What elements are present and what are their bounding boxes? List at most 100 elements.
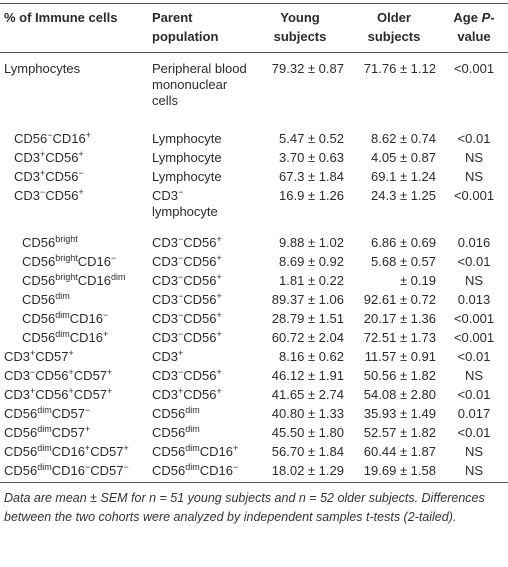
young-value: 9.88 ± 1.02 — [279, 235, 344, 250]
cell-type: CD56dim — [0, 291, 148, 310]
superscript: + — [178, 386, 184, 396]
older-value: 71.76 ± 1.12 — [363, 61, 436, 76]
superscript: + — [85, 129, 92, 140]
header-row: % of Immune cells Parent population Young … — [0, 3, 508, 53]
parent-population: CD3−CD56+ — [148, 272, 252, 291]
older-value: 52.57 ± 1.82 — [363, 425, 436, 440]
text-segment: CD56 — [45, 149, 79, 165]
text-segment: CD3 — [152, 235, 179, 250]
text-segment: CD56 — [45, 187, 79, 203]
p-value: <0.001 — [453, 187, 495, 203]
cell-type: CD56dimCD16+ — [0, 329, 148, 348]
older-value: 4.05 ± 0.87 — [371, 149, 436, 165]
superscript: − — [178, 367, 184, 377]
superscript: + — [103, 329, 109, 339]
cell-type: CD3−CD56+ — [0, 186, 148, 234]
superscript: bright — [55, 272, 78, 282]
text-segment: CD56 — [183, 254, 217, 269]
superscript: − — [178, 186, 184, 197]
cell-type: CD56dimCD57+ — [0, 424, 148, 443]
text-segment: Lymphocyte — [152, 168, 222, 184]
parent-population: Lymphocyte — [148, 167, 252, 186]
superscript: + — [78, 186, 84, 197]
young-value: 41.65 ± 2.74 — [271, 387, 344, 402]
superscript: dim — [185, 462, 200, 472]
text-segment: CD16 — [52, 130, 86, 146]
superscript: + — [123, 443, 129, 453]
superscript: + — [216, 386, 222, 396]
superscript: − — [47, 129, 53, 140]
superscript: + — [85, 443, 91, 453]
table-row: CD56dimCD16+CD57+ CD56dimCD16+ 56.70 ± 1.8… — [0, 443, 508, 462]
superscript: + — [216, 310, 222, 320]
superscript: + — [40, 167, 46, 178]
text-segment: CD56 — [4, 406, 38, 421]
footnote: Data are mean ± SEM for n = 51 young sub… — [4, 491, 485, 524]
superscript: − — [85, 462, 91, 472]
young-value: 8.16 ± 0.62 — [279, 349, 344, 364]
p-value: NS — [464, 149, 484, 165]
text-segment: CD56 — [22, 273, 56, 288]
p-value: 0.013 — [457, 292, 491, 307]
text-segment: CD3 — [152, 273, 179, 288]
text-segment: CD56 — [35, 387, 69, 402]
young-value: 46.12 ± 1.91 — [271, 368, 344, 383]
table-row: Lymphocytes Peripheral blood mononuclear … — [0, 53, 508, 130]
cell-type: CD56−CD16+ — [0, 129, 148, 148]
text-segment: CD3 — [152, 292, 179, 307]
text-segment: CD57 — [51, 425, 86, 440]
text-segment: CD3 — [152, 387, 179, 402]
cell-type: CD3−CD56+CD57+ — [0, 367, 148, 386]
text-segment: CD3 — [4, 368, 31, 383]
parent-population: CD56dim — [148, 405, 252, 424]
text-segment: CD56 — [183, 235, 217, 250]
text-segment: CD56 — [4, 444, 38, 459]
superscript: + — [40, 148, 46, 159]
text-segment: CD16 — [69, 311, 104, 326]
text-segment: CD56 — [152, 444, 186, 459]
older-value: 11.57 ± 0.91 — [364, 349, 436, 364]
older-value: 6.86 ± 0.69 — [371, 235, 436, 250]
young-value: 5.47 ± 0.52 — [279, 130, 344, 146]
superscript: dim — [37, 462, 52, 472]
p-value: <0.01 — [457, 349, 491, 364]
parent-population: CD56dimCD16+ — [148, 443, 252, 462]
superscript: − — [178, 234, 184, 244]
superscript: − — [178, 272, 184, 282]
p-value: NS — [464, 368, 484, 383]
text-segment: Lymphocyte — [152, 130, 222, 146]
young-value: 18.02 ± 1.29 — [252, 461, 348, 483]
superscript: + — [30, 348, 36, 358]
text-segment: Peripheral blood mononuclear cells — [152, 61, 247, 108]
older-value: 69.1 ± 1.24 — [371, 168, 436, 184]
table-body: Lymphocytes Peripheral blood mononuclear … — [0, 53, 508, 483]
superscript: dim — [185, 405, 200, 415]
data-table: % of Immune cells Parent population Young … — [0, 3, 508, 483]
cell-type: CD3+CD56+CD57+ — [0, 386, 148, 405]
young-value: 60.72 ± 2.04 — [271, 330, 344, 345]
p-value: NS — [464, 444, 484, 459]
text-segment: CD56 — [45, 168, 79, 184]
superscript: − — [178, 329, 184, 339]
table-row: CD3−CD56+ CD3− lymphocyte 16.9 ± 1.26 24.3 … — [0, 186, 508, 234]
table-row: CD3−CD56+CD57+ CD3−CD56+ 46.12 ± 1.91 50.56… — [0, 367, 508, 386]
superscript: dim — [185, 443, 200, 453]
superscript: + — [216, 367, 222, 377]
text-segment: CD16 — [199, 463, 234, 478]
text-segment: CD3 — [152, 368, 179, 383]
text-segment: CD56 — [152, 463, 186, 478]
superscript: + — [233, 443, 239, 453]
superscript: dim — [37, 405, 52, 415]
text-segment: CD56 — [183, 368, 217, 383]
superscript: + — [178, 348, 184, 358]
superscript: + — [30, 386, 36, 396]
column-header: % of Immune cells — [0, 3, 148, 53]
older-value: 60.44 ± 1.87 — [363, 444, 436, 459]
superscript: P — [481, 10, 491, 25]
p-value: <0.01 — [457, 425, 491, 440]
text-segment: CD56 — [22, 292, 56, 307]
text-segment: CD56 — [4, 425, 38, 440]
cell-type: CD56dimCD16+CD57+ — [0, 443, 148, 462]
cell-type: CD56bright — [0, 234, 148, 253]
